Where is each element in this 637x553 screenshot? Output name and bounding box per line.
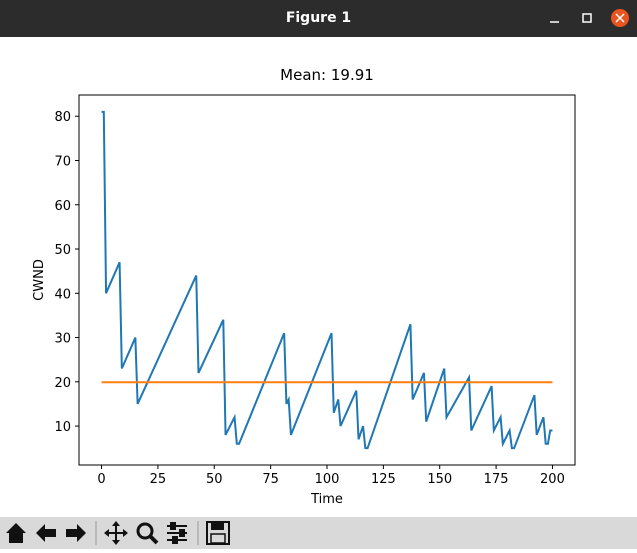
x-axis-label: Time [310,492,343,507]
back-button[interactable] [36,524,56,542]
x-tick-label: 0 [97,472,105,487]
save-button[interactable] [206,521,230,545]
x-tick-label: 150 [427,472,452,487]
configure-button[interactable] [167,522,187,544]
toolbar [0,517,637,549]
window-title: Figure 1 [285,10,352,26]
title-bar: Figure 1 [0,0,637,37]
y-tick-label: 80 [54,110,71,125]
zoom-button[interactable] [136,522,159,545]
x-tick-label: 50 [206,472,223,487]
x-tick-label: 100 [315,472,340,487]
x-tick-label: 75 [262,472,279,487]
chart-title: Mean: 19.91 [280,66,374,84]
x-tick-label: 25 [150,472,167,487]
plot-frame [78,94,576,466]
window-controls [550,9,629,27]
forward-button[interactable] [66,524,86,542]
y-tick-label: 40 [54,287,71,302]
y-axis-label: CWND [32,259,47,301]
line-series [101,110,553,450]
y-tick-label: 70 [54,155,71,170]
y-tick-label: 50 [54,243,71,258]
chart: Mean: 19.91 Time CWND 0 25 50 75 100 125 150 17… [32,66,576,507]
toolbar-icons [6,521,230,545]
y-tick-label: 10 [54,420,71,435]
y-tick-label: 20 [54,376,71,391]
x-tick-label: 125 [371,472,396,487]
close-button[interactable] [611,9,629,27]
y-tick-label: 60 [54,199,71,214]
home-button[interactable] [6,523,26,543]
pan-button[interactable] [104,521,128,545]
maximize-button[interactable] [582,13,592,23]
x-tick-label: 175 [484,472,509,487]
y-tick-label: 30 [54,332,71,347]
x-tick-label: 200 [540,472,565,487]
